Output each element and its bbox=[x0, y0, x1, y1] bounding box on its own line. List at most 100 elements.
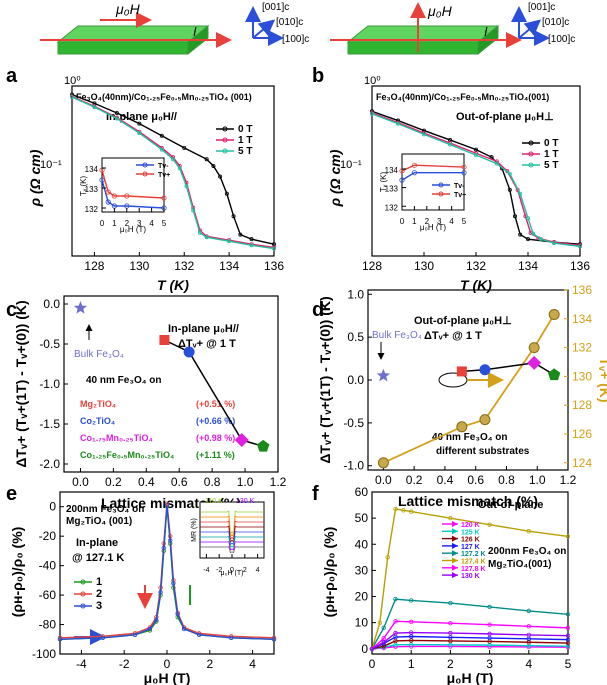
data-point bbox=[565, 534, 571, 539]
inset-plot: 132 133 134 0 1 2 3 4 5 Tᵥ (K) μ₀H (T) Tv- Tv+ bbox=[79, 157, 170, 234]
data-point bbox=[393, 630, 398, 636]
y-tick-label: 1.0 bbox=[347, 287, 364, 301]
marker-circle bbox=[183, 346, 195, 358]
inset-frame bbox=[101, 157, 165, 213]
data-point bbox=[526, 216, 531, 221]
x-tick-label: 0 bbox=[100, 219, 105, 228]
legend-marker bbox=[80, 603, 86, 609]
tv-point bbox=[528, 342, 540, 354]
data-point bbox=[409, 619, 414, 625]
y-tick-label: 134 bbox=[85, 165, 99, 174]
x-tick-label: 130 bbox=[129, 259, 149, 273]
data-point bbox=[224, 191, 229, 196]
mode-label: In-plane μ₀H// bbox=[106, 111, 177, 123]
series-line-inset-0 bbox=[101, 179, 165, 209]
x-tick-label: 0.0 bbox=[375, 473, 392, 487]
inset-x-title: μ₀H (T) bbox=[120, 225, 146, 234]
data-point bbox=[231, 214, 236, 219]
x-tick-label: 1.2 bbox=[560, 473, 577, 487]
x-tick-label: 1.0 bbox=[529, 473, 546, 487]
data-point bbox=[507, 171, 512, 176]
y2-axis-title: Tᵥ+ (K) bbox=[597, 357, 607, 402]
data-point bbox=[182, 145, 187, 150]
data-point bbox=[227, 239, 232, 244]
x-tick-label: 0 bbox=[400, 217, 405, 226]
legend-marker bbox=[452, 557, 458, 564]
x-tick-label: 0 bbox=[230, 567, 234, 574]
data-point bbox=[147, 626, 153, 632]
tv-point bbox=[479, 414, 491, 426]
x-tick-label: 0.4 bbox=[437, 473, 454, 487]
inset-y-title: Tᵥ (K) bbox=[379, 171, 388, 192]
data-point bbox=[132, 632, 138, 638]
panel-c: c ΔTᵥ+ (Tᵥ+(1T) - Tᵥ+(0)) (K) Lattice mi… bbox=[6, 295, 287, 511]
data-point bbox=[159, 133, 164, 138]
x-axis-title: T (K) bbox=[460, 277, 492, 293]
x-tick-label: 0.2 bbox=[406, 473, 423, 487]
data-point bbox=[168, 538, 173, 543]
y-tick-label: 10 bbox=[355, 616, 369, 630]
y-tick-label: 0.0 bbox=[43, 297, 60, 311]
inset-x-title: μ₀H (T) bbox=[221, 570, 244, 577]
films-label: 40 nm Fe₃O₄ on bbox=[86, 375, 162, 386]
legend-label: 0 T bbox=[238, 124, 252, 135]
data-point bbox=[105, 189, 111, 195]
y-axis-title: ΔTᵥ+ (Tᵥ+(1T) - Tᵥ+(0)) (K) bbox=[317, 296, 333, 463]
ytick-top: 10⁰ bbox=[364, 75, 381, 87]
data-point bbox=[461, 170, 467, 176]
data-point bbox=[487, 522, 492, 527]
x-tick-label: -4 bbox=[203, 567, 209, 574]
x-tick-label: 1 bbox=[412, 217, 417, 226]
legend-label: 0 T bbox=[544, 138, 558, 149]
y-tick-label: -0.5 bbox=[343, 416, 364, 430]
data-point bbox=[487, 622, 492, 627]
data-point bbox=[399, 177, 405, 183]
data-point bbox=[448, 515, 453, 521]
legend-marker bbox=[452, 550, 458, 557]
inset-plot: 110 K 130 K MR (%) μ₀H (T) -4 -2 0 2 4 bbox=[191, 498, 265, 577]
data-point bbox=[170, 157, 175, 162]
sample-label: Fe₃O₄(40nm)/Co₁.₂₅Fe₀.₅Mn₀.₂₅TiO₄(001) bbox=[376, 92, 549, 102]
data-point bbox=[381, 640, 386, 645]
y2-tick-label: 132 bbox=[572, 341, 592, 355]
series-line-2 bbox=[371, 113, 581, 248]
x-tick-label: 0.8 bbox=[498, 473, 515, 487]
legend-label: 3 bbox=[96, 600, 102, 612]
ytick-mid: 10⁻¹ bbox=[40, 159, 62, 171]
y-tick-label: -60 bbox=[39, 588, 57, 602]
inset-x-title: μ₀H (T) bbox=[420, 223, 446, 232]
data-point bbox=[211, 163, 216, 168]
data-point bbox=[565, 633, 571, 638]
plot-frame bbox=[71, 85, 275, 257]
x-tick-label: 4 bbox=[149, 219, 154, 228]
data-point bbox=[565, 643, 571, 649]
y-tick-label: 30 bbox=[355, 563, 369, 577]
mode2-label: ΔTᵥ+ @ 1 T bbox=[424, 330, 482, 342]
x-tick-label: 1.0 bbox=[237, 475, 254, 489]
connector-line bbox=[461, 362, 555, 376]
y2-tick-label: 128 bbox=[572, 398, 592, 412]
legend-marker bbox=[528, 140, 534, 146]
data-point bbox=[513, 214, 518, 219]
sample2-label: Mg₂TiO₄(001) bbox=[488, 559, 551, 570]
data-point bbox=[228, 635, 234, 640]
y-axis-title: (ρʜ-ρ₀)/ρ₀ (%) bbox=[9, 527, 25, 618]
data-point bbox=[539, 237, 544, 242]
x-tick-label: 1.2 bbox=[270, 475, 287, 489]
legend-marker bbox=[452, 528, 458, 535]
substrate-name: Co₁.₂₅Fe₀.₅Mn₀.₂₅TiO₄ bbox=[80, 450, 174, 460]
x-tick-label: 130 bbox=[414, 259, 434, 273]
y-tick-label: -1.0 bbox=[343, 459, 364, 473]
crystal-axes-icon bbox=[245, 6, 284, 46]
series-line-2 bbox=[59, 505, 275, 640]
substrate-mismatch: (+0.98 %) bbox=[196, 433, 235, 443]
legend-label: Tv+ bbox=[454, 192, 466, 199]
x-tick-label: -2 bbox=[119, 657, 130, 671]
data-point bbox=[409, 598, 414, 603]
data-point bbox=[531, 231, 536, 236]
inset-legend-130: 130 K bbox=[236, 498, 255, 505]
legend-marker bbox=[452, 542, 458, 549]
y-tick-label: -20 bbox=[39, 529, 57, 543]
marker-diamond bbox=[527, 355, 542, 370]
axis-001: [001]c bbox=[262, 2, 289, 13]
